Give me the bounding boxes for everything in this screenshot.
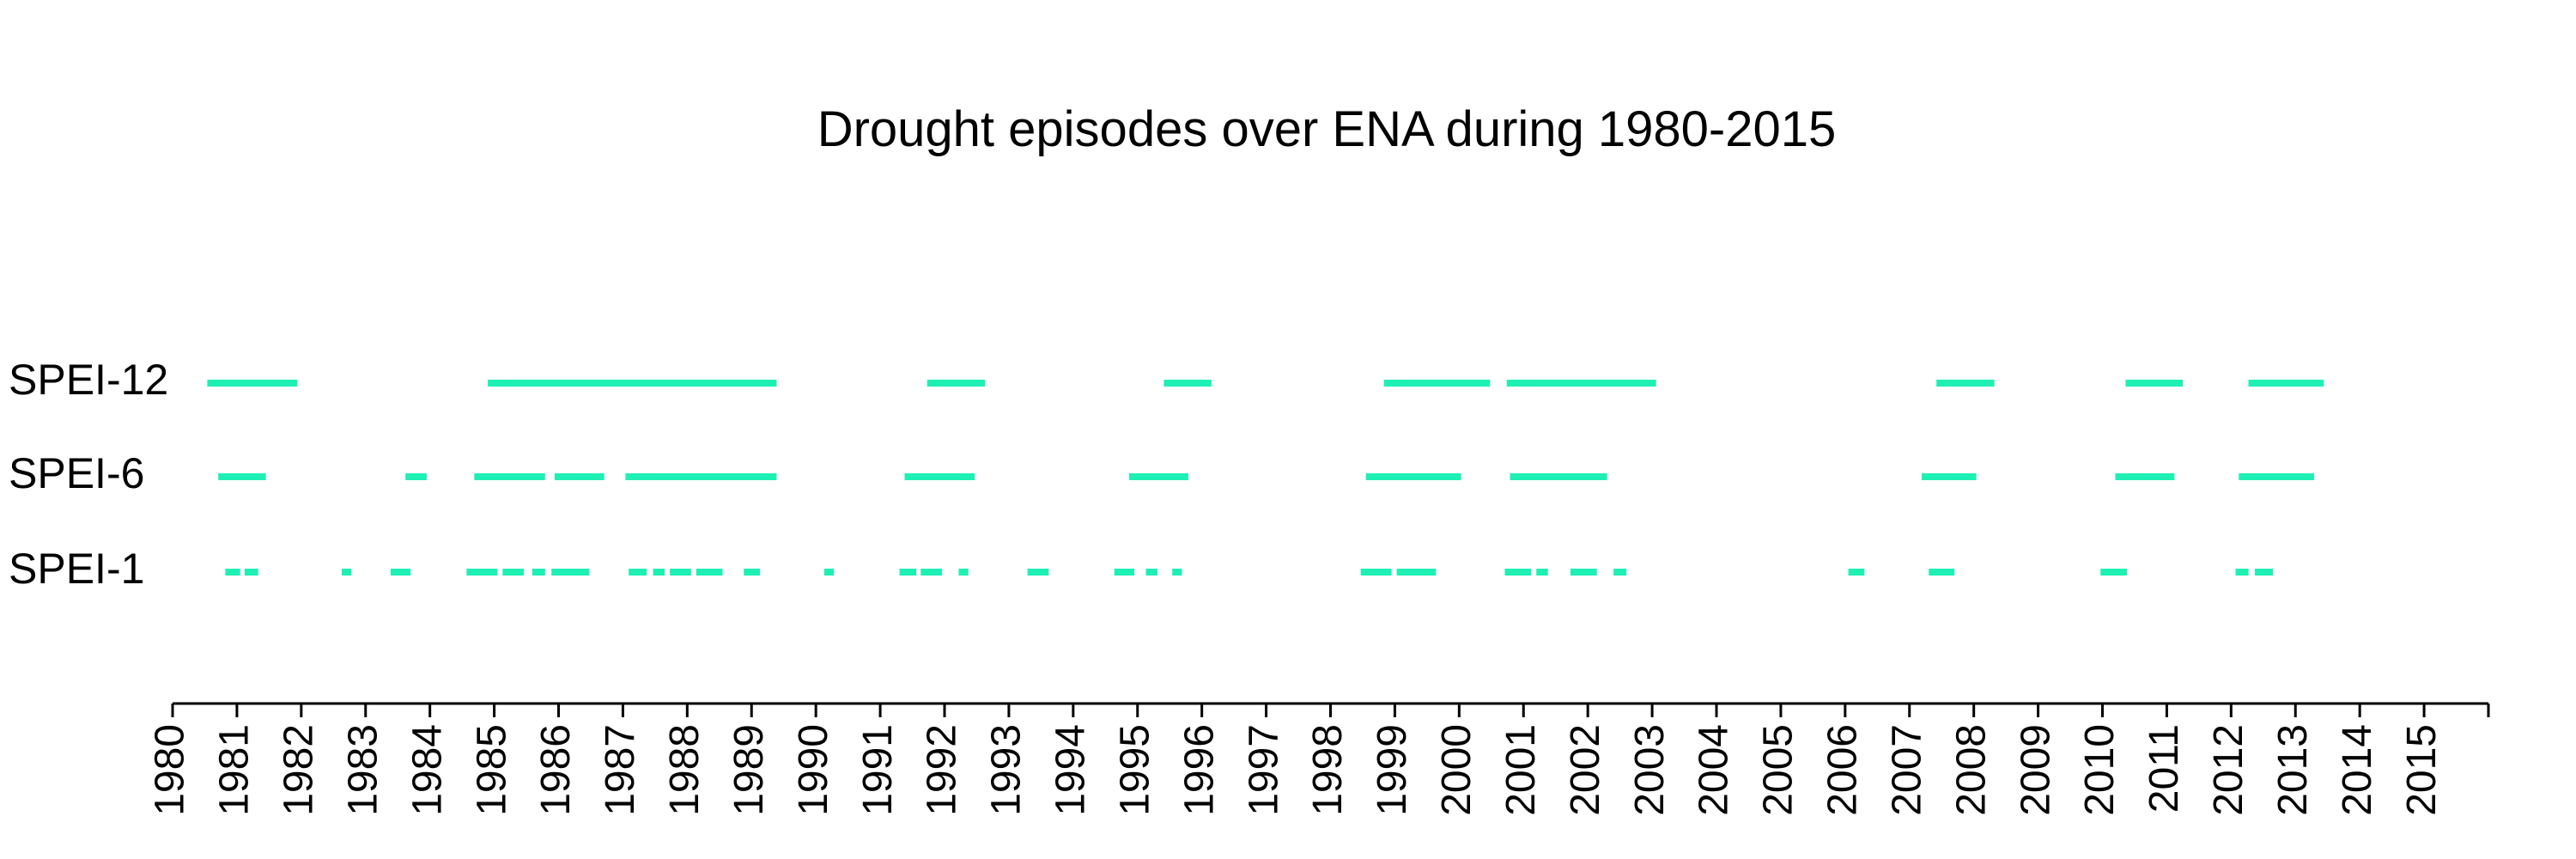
x-tick-label: 1993	[984, 724, 1030, 816]
x-tick-label: 1994	[1048, 724, 1094, 816]
x-tick-label: 2013	[2270, 724, 2316, 816]
x-tick-label: 2006	[1820, 724, 1866, 816]
x-tick-label: 2008	[1948, 724, 1994, 816]
x-tick-label: 1984	[404, 724, 450, 816]
x-tick-label: 2014	[2335, 724, 2380, 816]
x-tick-label: 1996	[1176, 724, 1222, 816]
x-tick-label: 1980	[148, 724, 193, 816]
series-label: SPEI-1	[9, 545, 144, 593]
x-tick-label: 1997	[1241, 724, 1286, 816]
x-tick-label: 1990	[791, 724, 836, 816]
x-tick-label: 1988	[662, 724, 708, 816]
x-tick-label: 1999	[1370, 724, 1415, 816]
x-tick-label: 2000	[1434, 724, 1479, 816]
x-tick-label: 2011	[2142, 724, 2187, 813]
x-tick-label: 2002	[1563, 724, 1608, 816]
x-tick-label: 2009	[2013, 724, 2058, 816]
x-tick-label: 1983	[340, 724, 386, 816]
series-label: SPEI-6	[9, 449, 144, 497]
x-tick-label: 2015	[2399, 724, 2445, 816]
x-tick-label: 2004	[1692, 724, 1737, 816]
x-tick-label: 2005	[1756, 724, 1801, 816]
x-tick-label: 1992	[920, 724, 965, 816]
chart-title: Drought episodes over ENA during 1980-20…	[817, 101, 1837, 157]
x-tick-label: 2010	[2077, 724, 2123, 816]
x-tick-label: 1998	[1305, 724, 1351, 816]
x-tick-label: 1987	[598, 724, 643, 816]
x-tick-label: 2012	[2206, 724, 2251, 816]
x-tick-label: 2003	[1627, 724, 1673, 816]
x-tick-label: 1989	[726, 724, 772, 816]
x-tick-label: 1982	[276, 724, 322, 816]
x-tick-label: 1986	[533, 724, 579, 816]
x-tick-label: 1991	[855, 724, 901, 816]
x-tick-label: 2007	[1884, 724, 1929, 816]
x-tick-label: 1995	[1112, 724, 1157, 816]
x-tick-label: 1985	[469, 724, 514, 816]
x-tick-label: 1981	[212, 724, 258, 816]
series-label: SPEI-12	[9, 356, 168, 404]
x-tick-label: 2001	[1498, 724, 1544, 816]
